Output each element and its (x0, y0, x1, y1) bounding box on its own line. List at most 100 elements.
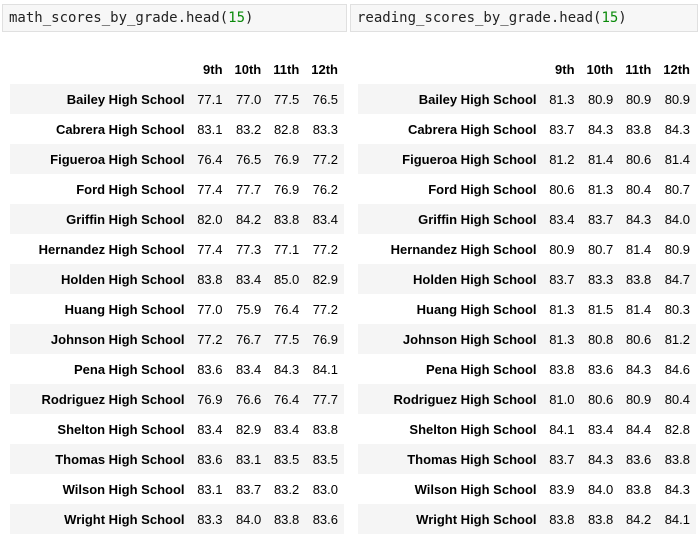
table-cell: 80.9 (625, 91, 652, 107)
table-cell: 76.4 (197, 151, 223, 167)
table-cell: 76.9 (312, 331, 338, 347)
table-cell: 81.4 (625, 301, 652, 317)
table-cell: 84.7 (664, 271, 690, 287)
table-row: Wright High School 83.8 83.8 84.2 84.1 (358, 504, 696, 534)
table-cell: 77.7 (312, 391, 338, 407)
table-row: Ford High School 77.4 77.7 76.9 76.2 (10, 174, 344, 204)
row-label: Johnson High School (402, 331, 537, 347)
row-label: Wright High School (416, 511, 537, 527)
table-cell: 81.2 (664, 331, 690, 347)
table-cell: 76.5 (312, 91, 338, 107)
reading-scores-table: 9th 10th 11th 12th Bailey High School 81.… (358, 54, 696, 534)
column-header: 11th (625, 61, 652, 77)
table-cell: 75.9 (235, 301, 262, 317)
column-header: 9th (555, 61, 575, 77)
table-cell: 82.8 (664, 421, 690, 437)
row-label: Rodriguez High School (41, 391, 185, 407)
table-cell: 84.3 (625, 211, 652, 227)
table-cell: 77.2 (312, 301, 338, 317)
table-cell: 83.8 (625, 271, 652, 287)
table-row: Pena High School 83.6 83.4 84.3 84.1 (10, 354, 344, 384)
table-row: Griffin High School 83.4 83.7 84.3 84.0 (358, 204, 696, 234)
table-row: Wilson High School 83.9 84.0 83.8 84.3 (358, 474, 696, 504)
table-cell: 81.3 (587, 181, 614, 197)
table-row: Figueroa High School 76.4 76.5 76.9 77.2 (10, 144, 344, 174)
table-cell: 83.6 (197, 361, 223, 377)
table-cell: 76.6 (235, 391, 262, 407)
table-cell: 83.7 (549, 271, 575, 287)
table-cell: 83.4 (235, 271, 262, 287)
column-header: 10th (234, 61, 262, 77)
table-cell: 83.1 (197, 481, 223, 497)
table-cell: 82.8 (273, 121, 300, 137)
table-cell: 77.5 (273, 331, 300, 347)
table-cell: 84.3 (587, 451, 614, 467)
table-row: Pena High School 83.8 83.6 84.3 84.6 (358, 354, 696, 384)
table-cell: 84.6 (664, 361, 690, 377)
table-cell: 83.8 (273, 211, 300, 227)
table-cell: 80.9 (587, 91, 614, 107)
table-cell: 83.7 (235, 481, 262, 497)
row-label: Thomas High School (407, 451, 537, 467)
table-cell: 84.1 (664, 511, 690, 527)
table-cell: 81.4 (587, 151, 614, 167)
table-row: Hernandez High School 77.4 77.3 77.1 77.2 (10, 234, 344, 264)
table-row: Huang High School 81.3 81.5 81.4 80.3 (358, 294, 696, 324)
table-cell: 80.9 (549, 241, 575, 257)
table-row: Cabrera High School 83.1 83.2 82.8 83.3 (10, 114, 344, 144)
table-cell: 84.3 (664, 121, 690, 137)
reading-code-cell[interactable]: reading_scores_by_grade.head(15) (350, 4, 698, 32)
row-label: Huang High School (64, 301, 185, 317)
table-header-row: 9th 10th 11th 12th (10, 54, 344, 84)
row-label: Hernandez High School (390, 241, 537, 257)
row-label: Cabrera High School (407, 121, 537, 137)
row-label: Figueroa High School (402, 151, 537, 167)
table-cell: 81.3 (549, 331, 575, 347)
row-label: Johnson High School (50, 331, 185, 347)
table-row: Figueroa High School 81.2 81.4 80.6 81.4 (358, 144, 696, 174)
table-cell: 84.4 (625, 421, 652, 437)
column-header: 12th (663, 61, 690, 77)
table-cell: 83.8 (625, 121, 652, 137)
table-cell: 82.9 (312, 271, 338, 287)
table-cell: 83.7 (587, 211, 614, 227)
table-row: Hernandez High School 80.9 80.7 81.4 80.9 (358, 234, 696, 264)
code-number: 15 (228, 10, 246, 26)
table-cell: 77.7 (235, 181, 262, 197)
table-cell: 83.8 (587, 511, 614, 527)
table-cell: 80.6 (625, 331, 652, 347)
table-cell: 81.3 (549, 91, 575, 107)
table-cell: 77.2 (197, 331, 223, 347)
table-cell: 83.6 (625, 451, 652, 467)
table-cell: 76.4 (273, 391, 300, 407)
table-cell: 83.7 (549, 121, 575, 137)
row-label: Holden High School (413, 271, 537, 287)
row-label: Ford High School (428, 181, 537, 197)
code-number: 15 (601, 10, 619, 26)
row-label: Thomas High School (55, 451, 185, 467)
row-label: Wilson High School (62, 481, 185, 497)
table-cell: 83.6 (312, 511, 338, 527)
row-label: Figueroa High School (50, 151, 185, 167)
table-cell: 81.0 (549, 391, 575, 407)
math-code-cell[interactable]: math_scores_by_grade.head(15) (2, 4, 347, 32)
row-label: Huang High School (416, 301, 537, 317)
table-cell: 80.7 (587, 241, 614, 257)
table-cell: 80.3 (664, 301, 690, 317)
table-cell: 83.2 (235, 121, 262, 137)
table-cell: 83.2 (273, 481, 300, 497)
table-cell: 83.8 (549, 511, 575, 527)
row-label: Ford High School (76, 181, 185, 197)
table-row: Holden High School 83.7 83.3 83.8 84.7 (358, 264, 696, 294)
table-cell: 84.3 (664, 481, 690, 497)
table-cell: 83.8 (625, 481, 652, 497)
table-cell: 84.1 (312, 361, 338, 377)
table-cell: 80.4 (625, 181, 652, 197)
table-cell: 83.8 (273, 511, 300, 527)
table-cell: 76.7 (235, 331, 262, 347)
table-cell: 77.5 (273, 91, 300, 107)
table-cell: 76.4 (273, 301, 300, 317)
table-cell: 76.9 (197, 391, 223, 407)
table-cell: 84.3 (587, 121, 614, 137)
code-text: reading_scores_by_grade.head( (357, 10, 602, 26)
